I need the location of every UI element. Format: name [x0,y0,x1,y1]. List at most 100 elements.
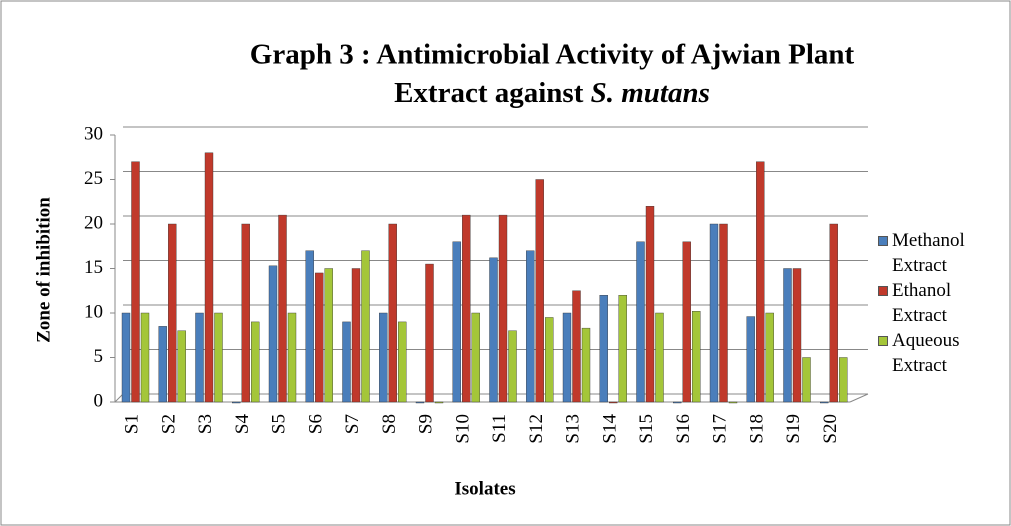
bar [572,290,581,403]
y-tick-label: 20 [84,212,103,233]
bar [682,241,691,403]
bar [820,401,829,404]
title-italic: S. mutans [591,77,710,109]
y-axis-title: Zone of inhibition [33,197,54,343]
bar [462,214,471,403]
x-tick-label: S8 [379,414,400,434]
bar [719,223,728,403]
chart-title-line2: Extract against S. mutans [394,77,710,109]
axis-depth [114,393,124,403]
bar [241,223,250,403]
bar [599,295,608,403]
bar [131,161,140,403]
bar [351,268,361,403]
bar [379,312,388,403]
y-tick-label: 0 [94,390,104,411]
bar [709,223,719,403]
bar [315,272,324,403]
bar [204,152,214,403]
x-tick-label: S1 [122,414,143,434]
bar [526,250,535,403]
bar [783,268,792,403]
bar [434,401,444,404]
x-tick-label: S17 [710,414,731,444]
x-tick-label: S9 [416,414,437,434]
bar [535,179,544,403]
legend: Methanol Extract Ethanol Extract Aqueous E… [878,228,1011,378]
bar [508,330,517,403]
legend-label: Ethanol Extract [892,280,952,326]
y-tick-label: 10 [84,301,103,322]
bar [489,257,498,403]
legend-item: Aqueous Extract [878,328,1011,378]
x-tick-label: S19 [783,414,804,444]
x-tick-label: S6 [305,414,326,434]
x-axis-title: Isolates [454,478,515,499]
legend-swatch [878,286,888,296]
bar [305,250,314,403]
bar [655,312,664,403]
bar [829,223,838,403]
bar [728,401,738,404]
x-tick-label: S10 [452,414,473,444]
bar [121,312,131,403]
legend-item: Ethanol Extract [878,278,1011,328]
x-tick-label: S5 [269,414,290,434]
bar [673,401,682,404]
bar [425,263,434,403]
bar [581,327,591,403]
bar [361,250,370,403]
bar [415,401,425,404]
bar [251,321,260,403]
bar [452,241,461,403]
legend-item: Methanol Extract [878,228,1011,278]
y-tick-label: 15 [84,257,103,278]
bar [498,214,508,403]
bar [278,214,287,403]
x-tick-label: S11 [489,414,510,443]
y-tick-label: 5 [94,346,104,367]
bar [756,161,765,403]
chart-title: Graph 3 : Antimicrobial Activity of Ajwi… [250,39,855,71]
x-tick-label: S16 [673,414,694,444]
y-tick-label: 30 [84,123,103,144]
bar [545,317,554,403]
x-tick-label: S12 [526,414,547,444]
bar [214,312,223,403]
bar [287,312,297,403]
bar [140,312,150,403]
bar [792,268,802,403]
legend-label: Methanol Extract [892,230,965,276]
floor-edge [849,393,869,403]
x-tick-label: S2 [158,414,179,434]
x-tick-label: S14 [599,414,620,444]
bar [398,321,407,403]
bar [618,295,627,403]
x-tick-label: S7 [342,414,363,434]
bar [158,326,167,403]
bar [168,223,177,403]
x-tick-label: S4 [232,414,253,435]
legend-label: Aqueous Extract [892,330,960,376]
y-tick-label: 25 [84,168,103,189]
bar [645,205,655,403]
bar [268,265,278,403]
bar [388,223,397,403]
x-tick-label: S3 [195,414,216,434]
title-part: Extract against [394,77,584,109]
x-tick-label: S18 [746,414,767,444]
x-tick-label: S13 [563,414,584,444]
bar [636,241,645,403]
bar [342,321,351,403]
x-tick-label: S15 [636,414,657,444]
bar [232,401,241,404]
bar [324,268,333,403]
x-tick-label: S20 [820,414,841,444]
bar [195,312,204,403]
bar [562,312,572,403]
bar [609,401,618,404]
bar [765,312,774,403]
